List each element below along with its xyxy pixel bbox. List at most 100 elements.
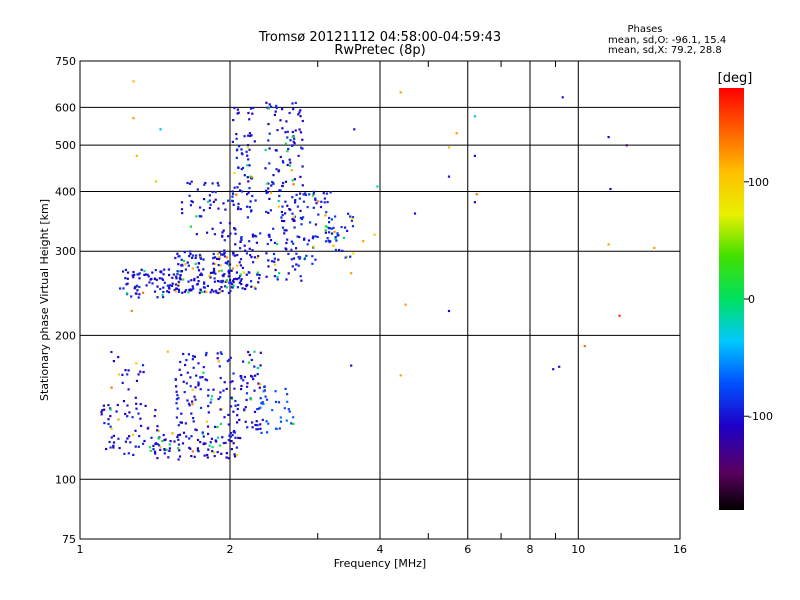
data-point [245,273,248,276]
data-point [151,282,154,285]
data-point [306,206,309,209]
data-point [132,270,135,274]
data-point [253,350,256,353]
data-point [121,270,125,273]
data-point [248,247,251,250]
y-axis-ticks: 75 100 200 300 400 500 600 750 [55,55,76,546]
data-point [135,407,138,410]
data-point [267,211,270,214]
data-point [164,438,167,441]
data-point [138,277,141,280]
data-point [132,80,135,83]
data-point [268,103,271,106]
data-point [189,204,192,207]
data-point [192,355,195,358]
data-point [177,284,180,287]
data-point [252,378,255,381]
data-point [145,273,148,276]
data-point [257,281,260,284]
data-point [273,263,277,266]
data-point [135,154,138,157]
data-point [210,395,214,398]
data-point [239,240,242,243]
data-point [213,271,216,274]
data-point [286,204,289,207]
data-point [285,241,288,245]
data-point [163,439,166,442]
data-point [223,416,226,419]
data-point [159,128,162,131]
data-point [266,182,269,185]
data-point [217,291,220,295]
colorbar-tick-label: -100 [748,410,773,423]
colorbar-unit-label: [deg] [718,71,753,86]
data-point [208,444,211,447]
data-point [131,433,134,436]
data-point [235,446,238,449]
data-point [209,203,212,206]
data-point [115,410,118,413]
data-point [195,374,198,377]
data-point [273,241,277,244]
data-point [232,252,235,255]
data-point [135,379,139,382]
data-point [232,284,235,287]
data-point [167,268,171,271]
data-point [251,112,254,115]
data-point [207,411,210,414]
data-point [324,229,327,232]
data-point [251,176,254,179]
data-point [247,191,250,194]
data-point [177,280,180,283]
data-point [194,262,197,265]
data-point [224,261,227,264]
y-tick-label: 400 [55,185,76,198]
data-point [209,276,212,279]
data-point [163,281,166,284]
data-point [246,164,249,167]
x-tick-label: 1 [77,543,84,556]
data-point [223,255,226,258]
data-point [212,388,215,391]
data-point [258,273,261,277]
data-point [268,147,271,150]
data-point [121,381,124,384]
data-point [237,277,241,280]
data-point [312,245,315,248]
data-point [207,394,210,397]
data-point [221,274,224,277]
data-point [618,314,621,317]
data-point [292,242,295,245]
data-point [281,219,284,222]
data-point [291,130,294,134]
data-point [259,383,262,386]
data-point [248,206,251,209]
data-point [330,232,334,235]
data-point [243,174,246,177]
data-point [177,397,180,400]
data-point [123,452,126,455]
data-point [176,407,179,410]
data-point [169,440,172,443]
data-point [284,131,287,134]
data-point [202,268,205,271]
data-point [196,188,199,191]
data-point [179,278,182,281]
data-point [212,271,215,274]
data-point [192,366,195,369]
data-point [293,226,296,229]
data-point [140,424,143,427]
data-point [193,395,196,398]
data-point [226,262,229,265]
data-point [267,107,270,110]
data-point [277,199,280,203]
data-point [143,273,146,276]
data-point [233,106,236,110]
data-point [239,279,242,282]
data-point [191,403,194,406]
data-point [291,265,294,268]
data-point [294,129,297,132]
data-point [117,373,120,376]
data-point [246,154,249,157]
data-point [198,215,201,218]
